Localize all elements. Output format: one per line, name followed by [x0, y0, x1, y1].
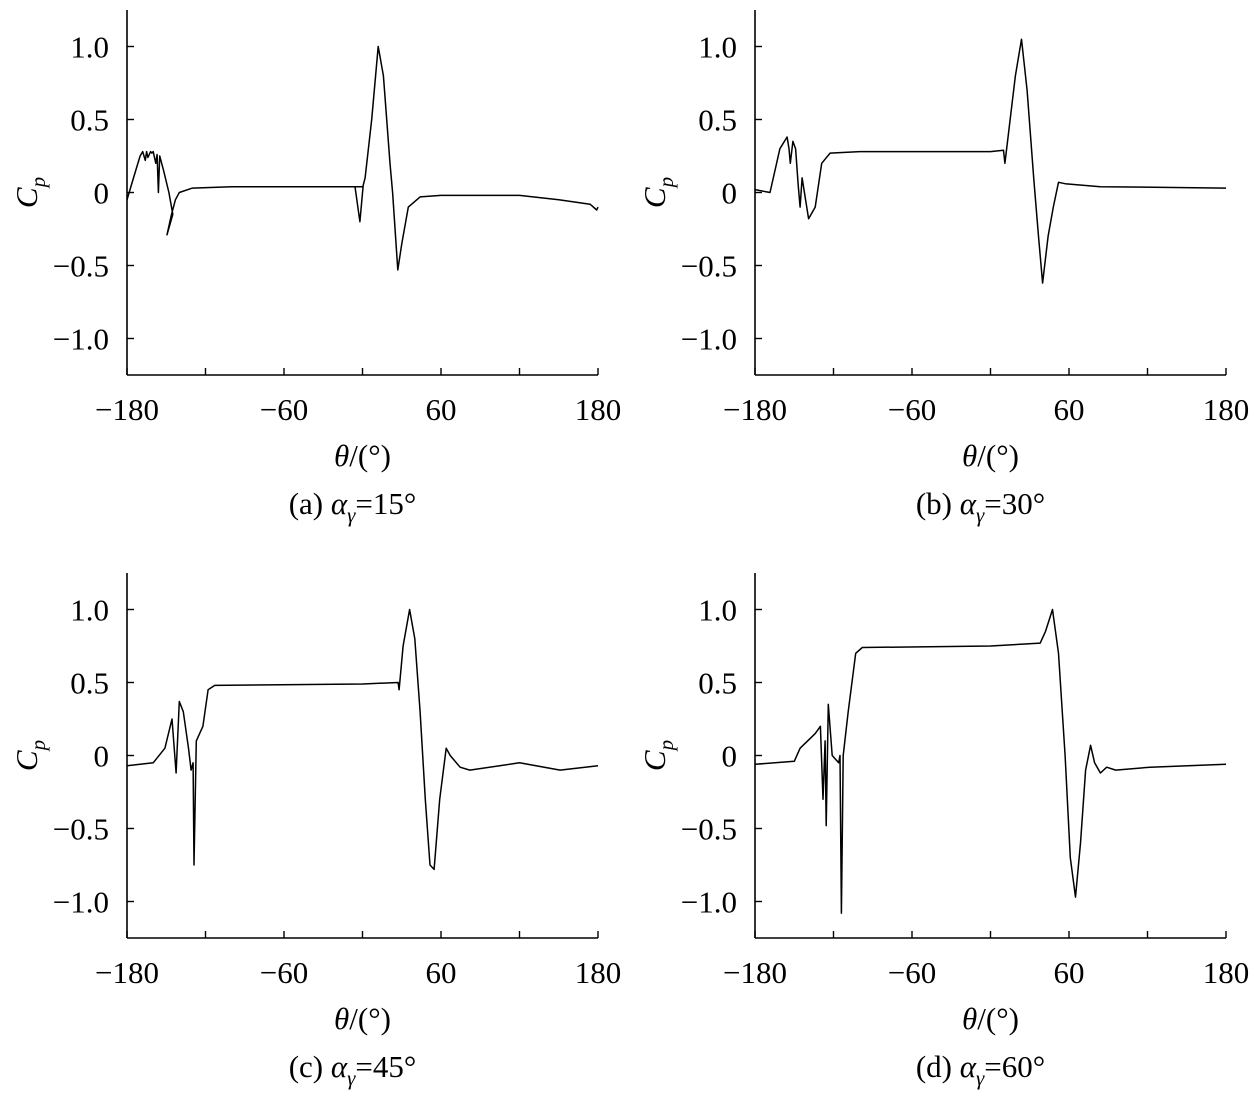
caption-sub: γ — [347, 503, 356, 527]
x-label-unit: /(°) — [977, 438, 1019, 473]
cp-curve — [754, 38, 1227, 284]
y-tick-label: 1.0 — [698, 593, 737, 628]
y-label-symbol: C — [9, 750, 44, 771]
y-tick-label: −1.0 — [681, 322, 737, 357]
x-tick-label: 180 — [575, 955, 622, 990]
caption-prefix: (d) — [916, 1049, 960, 1084]
x-label-unit: /(°) — [977, 1001, 1019, 1036]
y-tick-label: 0 — [94, 739, 110, 774]
x-tick-label: −180 — [95, 392, 159, 427]
x-tick-label: −60 — [260, 955, 308, 990]
x-tick-label: −180 — [95, 955, 159, 990]
caption-value: =60° — [984, 1049, 1045, 1084]
y-tick-label: −1.0 — [53, 885, 109, 920]
x-tick-label: −60 — [260, 392, 308, 427]
y-tick-label: −0.5 — [53, 249, 109, 284]
caption-prefix: (b) — [916, 486, 960, 521]
y-tick-label: −0.5 — [53, 812, 109, 847]
y-axis-label: Cp — [637, 740, 678, 771]
x-axis-label: θ/(°) — [334, 1001, 391, 1036]
x-tick-label: 60 — [1054, 392, 1085, 427]
x-tick-label: 60 — [426, 392, 457, 427]
x-axis-label: θ/(°) — [962, 438, 1019, 473]
caption-symbol: α — [331, 486, 348, 521]
caption-prefix: (a) — [289, 486, 331, 521]
y-label-symbol: C — [637, 750, 672, 771]
y-tick-label: 0 — [722, 176, 738, 211]
caption-value: =30° — [984, 486, 1045, 521]
caption: (b) αγ=30° — [916, 486, 1045, 527]
x-tick-label: −60 — [888, 392, 936, 427]
cp-curve — [754, 608, 1227, 914]
x-tick-label: 180 — [1203, 392, 1250, 427]
x-tick-label: 60 — [426, 955, 457, 990]
cp-curve — [126, 45, 599, 271]
x-label-unit: /(°) — [349, 1001, 391, 1036]
caption-symbol: α — [331, 1049, 348, 1084]
caption: (c) αγ=45° — [289, 1049, 417, 1090]
x-label-unit: /(°) — [349, 438, 391, 473]
x-tick-label: 180 — [575, 392, 622, 427]
cp-curve — [126, 608, 599, 871]
y-label-symbol: C — [9, 187, 44, 208]
y-label-sub: p — [654, 177, 678, 190]
y-label-symbol: C — [637, 187, 672, 208]
y-tick-label: 0.5 — [70, 103, 109, 138]
y-label-sub: p — [26, 177, 50, 190]
x-tick-label: 180 — [1203, 955, 1250, 990]
x-label-symbol: θ — [334, 438, 349, 473]
y-axis-label: Cp — [9, 177, 50, 208]
caption: (d) αγ=60° — [916, 1049, 1045, 1090]
y-tick-label: −0.5 — [681, 249, 737, 284]
x-label-symbol: θ — [962, 438, 977, 473]
x-tick-label: 60 — [1054, 955, 1085, 990]
caption-symbol: α — [960, 486, 977, 521]
y-tick-label: 1.0 — [70, 593, 109, 628]
x-label-symbol: θ — [962, 1001, 977, 1036]
caption-sub: γ — [347, 1066, 356, 1090]
y-tick-label: −0.5 — [681, 812, 737, 847]
y-label-sub: p — [26, 740, 50, 753]
y-axis-label: Cp — [9, 740, 50, 771]
x-tick-label: −60 — [888, 955, 936, 990]
x-tick-label: −180 — [723, 955, 787, 990]
y-tick-label: 0 — [94, 176, 110, 211]
caption-value: =15° — [355, 486, 416, 521]
caption-sub: γ — [976, 1066, 985, 1090]
caption-symbol: α — [960, 1049, 977, 1084]
x-label-symbol: θ — [334, 1001, 349, 1036]
y-tick-label: 1.0 — [698, 30, 737, 65]
y-tick-label: −1.0 — [53, 322, 109, 357]
caption-prefix: (c) — [289, 1049, 331, 1084]
y-tick-label: 1.0 — [70, 30, 109, 65]
x-axis-label: θ/(°) — [334, 438, 391, 473]
y-axis-label: Cp — [637, 177, 678, 208]
y-tick-label: 0.5 — [698, 666, 737, 701]
x-axis-label: θ/(°) — [962, 1001, 1019, 1036]
y-tick-label: 0.5 — [698, 103, 737, 138]
caption-sub: γ — [976, 503, 985, 527]
caption: (a) αγ=15° — [289, 486, 417, 527]
x-tick-label: −180 — [723, 392, 787, 427]
y-tick-label: −1.0 — [681, 885, 737, 920]
y-tick-label: 0 — [722, 739, 738, 774]
y-label-sub: p — [654, 740, 678, 753]
caption-value: =45° — [355, 1049, 416, 1084]
y-tick-label: 0.5 — [70, 666, 109, 701]
